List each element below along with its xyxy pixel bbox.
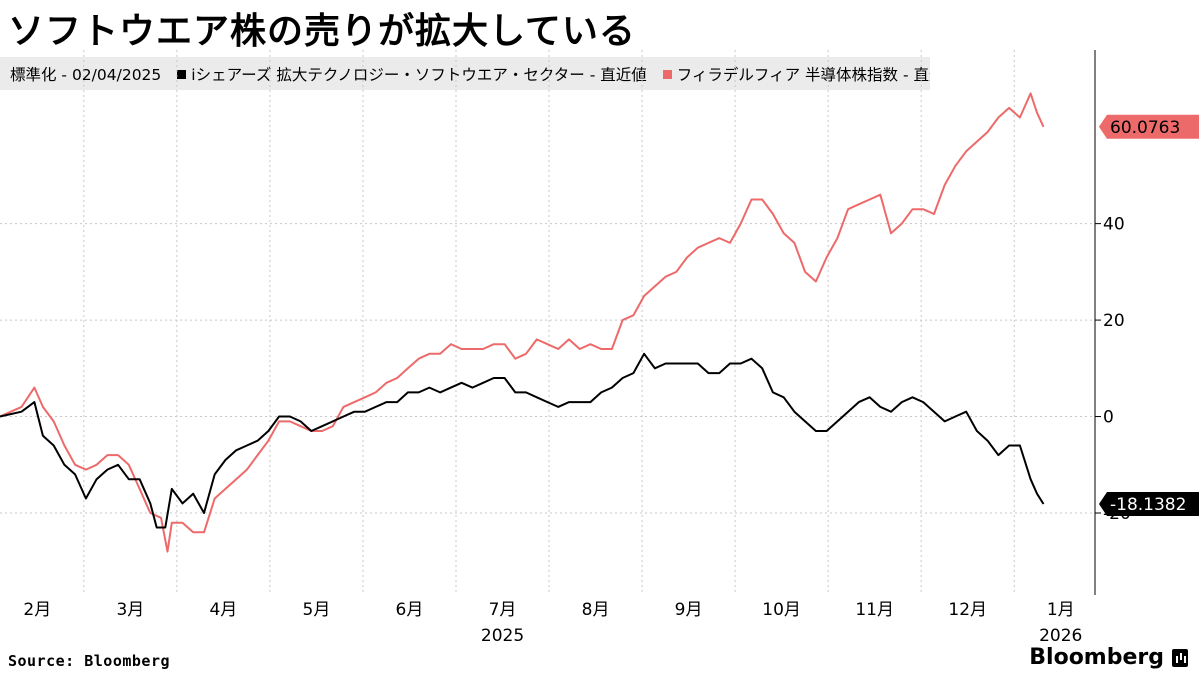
legend: 標準化 - 02/04/2025 iシェアーズ 拡大テクノロジー・ソフトウエア・…	[0, 57, 930, 90]
legend-swatch-semiconductor	[662, 69, 672, 79]
y-tick-label: 0	[1103, 408, 1114, 428]
legend-item-software: iシェアーズ 拡大テクノロジー・ソフトウエア・セクター - 直近値	[177, 63, 647, 85]
x-tick-label: 4月	[209, 600, 237, 620]
axis: -20020402月3月4月5月6月7月8月9月10月11月12月1月20252…	[23, 50, 1131, 646]
series-layer	[0, 92, 1045, 553]
last-value-badge-semiconductor	[1099, 114, 1199, 139]
year-label: 2026	[1039, 626, 1082, 646]
x-tick-label: 6月	[396, 600, 424, 620]
y-tick-label: 20	[1103, 311, 1125, 331]
year-label: 2025	[481, 626, 524, 646]
last-value-label-software: -18.1382	[1110, 495, 1186, 515]
series-line-semiconductor	[0, 92, 1045, 553]
bloomberg-logo: Bloomberg	[1029, 645, 1188, 670]
x-tick-label: 10月	[762, 600, 801, 620]
x-tick-label: 5月	[303, 600, 331, 620]
series-line-software	[0, 352, 1045, 529]
y-tick-label: 40	[1103, 215, 1125, 235]
chart-title: ソフトウエア株の売りが拡大している	[8, 11, 636, 52]
last-value-badge-software	[1099, 492, 1199, 517]
source-note: Source: Bloomberg	[8, 652, 171, 670]
last-value-label-semiconductor: 60.0763	[1110, 118, 1180, 138]
legend-item-semiconductor: フィラデルフィア 半導体株指数 - 直近値	[662, 63, 930, 85]
brand-name: Bloomberg	[1029, 645, 1164, 670]
legend-label-software: iシェアーズ 拡大テクノロジー・ソフトウエア・セクター - 直近値	[191, 65, 647, 84]
legend-swatch-software	[177, 69, 187, 79]
x-tick-label: 1月	[1047, 600, 1075, 620]
last-value-labels: -18.1382 60.0763	[1099, 114, 1199, 517]
x-tick-label: 11月	[855, 600, 894, 620]
x-tick-label: 7月	[489, 600, 517, 620]
x-tick-label: 3月	[116, 600, 144, 620]
grid	[0, 50, 1095, 595]
x-tick-label: 2月	[23, 600, 51, 620]
chart-bars-icon	[1172, 648, 1188, 667]
x-tick-label: 12月	[948, 600, 987, 620]
x-tick-label: 9月	[675, 600, 703, 620]
legend-label-semiconductor: フィラデルフィア 半導体株指数 - 直近値	[676, 65, 930, 84]
x-tick-label: 8月	[582, 600, 610, 620]
legend-prefix: 標準化 - 02/04/2025	[10, 65, 162, 84]
